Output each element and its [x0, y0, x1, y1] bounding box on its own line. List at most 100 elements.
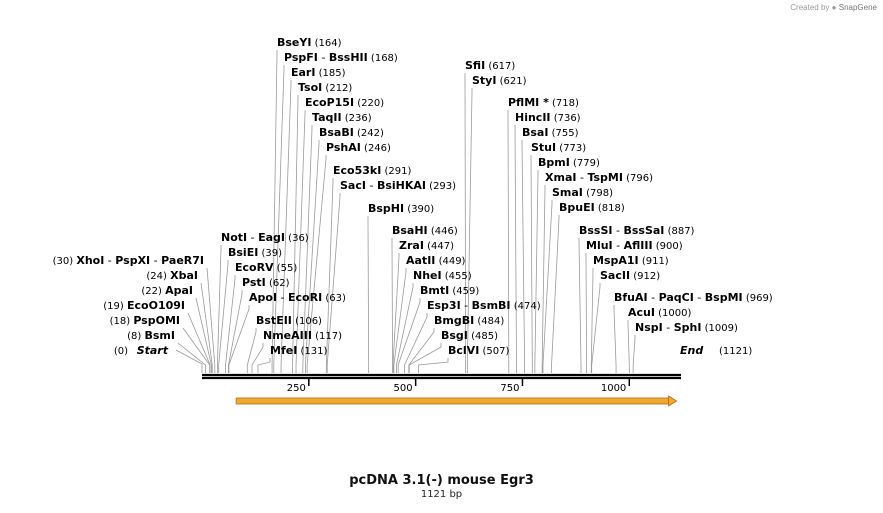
enzyme-name[interactable]: SphI	[674, 321, 702, 334]
enzyme-name[interactable]: PspFI	[284, 51, 318, 64]
enzyme-name[interactable]: MspA1I	[593, 254, 639, 267]
enzyme-name[interactable]: PaeR7I	[161, 254, 204, 267]
site-label[interactable]: MfeI (131)	[270, 344, 327, 357]
site-label[interactable]: PshAI (246)	[326, 141, 391, 154]
enzyme-name[interactable]: BsiHKAI	[377, 179, 426, 192]
site-label[interactable]: PspFI - BssHII (168)	[284, 51, 398, 64]
enzyme-name[interactable]: BfuAI	[614, 291, 648, 304]
enzyme-name[interactable]: BpuEI	[559, 201, 595, 214]
site-label[interactable]: BsiEI (39)	[228, 246, 282, 259]
enzyme-name[interactable]: EcoRI	[288, 291, 322, 304]
enzyme-name[interactable]: PspXI	[115, 254, 150, 267]
enzyme-name[interactable]: BsaBI	[319, 126, 354, 139]
enzyme-name[interactable]: MfeI	[270, 344, 297, 357]
enzyme-name[interactable]: StyI	[472, 74, 496, 87]
enzyme-name[interactable]: XbaI	[170, 269, 198, 282]
enzyme-name[interactable]: BsmI	[145, 329, 176, 342]
enzyme-name[interactable]: BssHII	[329, 51, 368, 64]
site-label[interactable]: EarI (185)	[291, 66, 346, 79]
enzyme-name[interactable]: EcoP15I	[305, 96, 354, 109]
site-label[interactable]: SacI - BsiHKAI (293)	[340, 179, 456, 192]
enzyme-name[interactable]: EagI	[258, 231, 285, 244]
enzyme-name[interactable]: BsiEI	[228, 246, 258, 259]
enzyme-name[interactable]: ApoI	[249, 291, 277, 304]
site-label[interactable]: BsgI (485)	[441, 329, 498, 342]
enzyme-name[interactable]: BclVI	[448, 344, 479, 357]
enzyme-name[interactable]: XhoI	[76, 254, 104, 267]
enzyme-name[interactable]: BssSaI	[623, 224, 664, 237]
insert-feature-arrowhead-icon[interactable]	[668, 395, 678, 407]
enzyme-name[interactable]: TspMI	[587, 171, 623, 184]
site-label[interactable]: BsaHI (446)	[392, 224, 458, 237]
enzyme-name[interactable]: BsaHI	[392, 224, 428, 237]
site-label[interactable]: NheI (455)	[413, 269, 472, 282]
site-label[interactable]: ZraI (447)	[399, 239, 454, 252]
site-label[interactable]: ApoI - EcoRI (63)	[249, 291, 346, 304]
enzyme-name[interactable]: PstI	[242, 276, 266, 289]
site-label[interactable]: MspA1I (911)	[593, 254, 669, 267]
site-label[interactable]: AatII (449)	[406, 254, 466, 267]
enzyme-name[interactable]: ZraI	[399, 239, 424, 252]
site-label[interactable]: BclVI (507)	[448, 344, 509, 357]
site-label[interactable]: BstEII (106)	[256, 314, 322, 327]
site-label[interactable]: (30) XhoI - PspXI - PaeR7I	[53, 254, 204, 267]
enzyme-name[interactable]: BsgI	[441, 329, 468, 342]
site-label[interactable]: (24) XbaI	[146, 269, 198, 282]
site-label[interactable]: HincII (736)	[515, 111, 581, 124]
site-label[interactable]: BspHI (390)	[368, 202, 434, 215]
site-label[interactable]: BsaI (755)	[522, 126, 579, 139]
enzyme-name[interactable]: XmaI	[545, 171, 576, 184]
enzyme-name[interactable]: TsoI	[298, 81, 322, 94]
site-label[interactable]: BpuEI (818)	[559, 201, 625, 214]
site-label[interactable]: AcuI (1000)	[628, 306, 691, 319]
insert-feature-arrow[interactable]	[235, 395, 678, 407]
enzyme-name[interactable]: PshAI	[326, 141, 361, 154]
enzyme-name[interactable]: SacII	[600, 269, 630, 282]
site-label[interactable]: XmaI - TspMI (796)	[545, 171, 653, 184]
insert-feature-bar[interactable]	[235, 397, 669, 405]
enzyme-name[interactable]: EcoO109I	[127, 299, 185, 312]
enzyme-name[interactable]: ApaI	[165, 284, 193, 297]
enzyme-name[interactable]: HincII	[515, 111, 551, 124]
enzyme-name[interactable]: BpmI	[538, 156, 570, 169]
site-label[interactable]: PflMI * (718)	[508, 96, 579, 109]
site-label[interactable]: BseYI (164)	[277, 36, 342, 49]
enzyme-name[interactable]: Eco53kI	[333, 164, 381, 177]
enzyme-name[interactable]: PspOMI	[133, 314, 180, 327]
site-label[interactable]: Esp3I - BsmBI (474)	[427, 299, 541, 312]
enzyme-name[interactable]: AcuI	[628, 306, 655, 319]
site-label[interactable]: BsaBI (242)	[319, 126, 384, 139]
enzyme-name[interactable]: NmeAIII	[263, 329, 312, 342]
site-label[interactable]: TsoI (212)	[298, 81, 352, 94]
enzyme-name[interactable]: BsaI	[522, 126, 548, 139]
enzyme-name[interactable]: NheI	[413, 269, 442, 282]
enzyme-name[interactable]: PaqCI	[659, 291, 694, 304]
enzyme-name[interactable]: EarI	[291, 66, 315, 79]
site-label[interactable]: (18) PspOMI	[110, 314, 180, 327]
enzyme-name[interactable]: BsmBI	[472, 299, 511, 312]
site-label[interactable]: BpmI (779)	[538, 156, 600, 169]
site-label[interactable]: EcoP15I (220)	[305, 96, 384, 109]
enzyme-name[interactable]: SmaI	[552, 186, 583, 199]
enzyme-name[interactable]: BmgBI	[434, 314, 474, 327]
site-label[interactable]: MluI - AflIII (900)	[586, 239, 683, 252]
site-label[interactable]: (19) EcoO109I	[103, 299, 185, 312]
site-label[interactable]: BfuAI - PaqCI - BspMI (969)	[614, 291, 773, 304]
enzyme-name[interactable]: TaqII	[312, 111, 342, 124]
site-label[interactable]: StyI (621)	[472, 74, 527, 87]
enzyme-name[interactable]: BssSI	[579, 224, 613, 237]
site-label[interactable]: NotI - EagI (36)	[221, 231, 309, 244]
enzyme-name[interactable]: SacI	[340, 179, 366, 192]
enzyme-name[interactable]: EcoRV	[235, 261, 274, 274]
enzyme-name[interactable]: BseYI	[277, 36, 311, 49]
site-label[interactable]: TaqII (236)	[312, 111, 372, 124]
site-label[interactable]: EcoRV (55)	[235, 261, 297, 274]
enzyme-name[interactable]: BspMI	[705, 291, 743, 304]
site-label[interactable]: BmgBI (484)	[434, 314, 504, 327]
enzyme-name[interactable]: StuI	[531, 141, 556, 154]
enzyme-name[interactable]: BmtI	[420, 284, 449, 297]
site-label[interactable]: (8) BsmI	[127, 329, 175, 342]
enzyme-name[interactable]: MluI	[586, 239, 613, 252]
enzyme-name[interactable]: Esp3I	[427, 299, 461, 312]
site-label[interactable]: SacII (912)	[600, 269, 660, 282]
